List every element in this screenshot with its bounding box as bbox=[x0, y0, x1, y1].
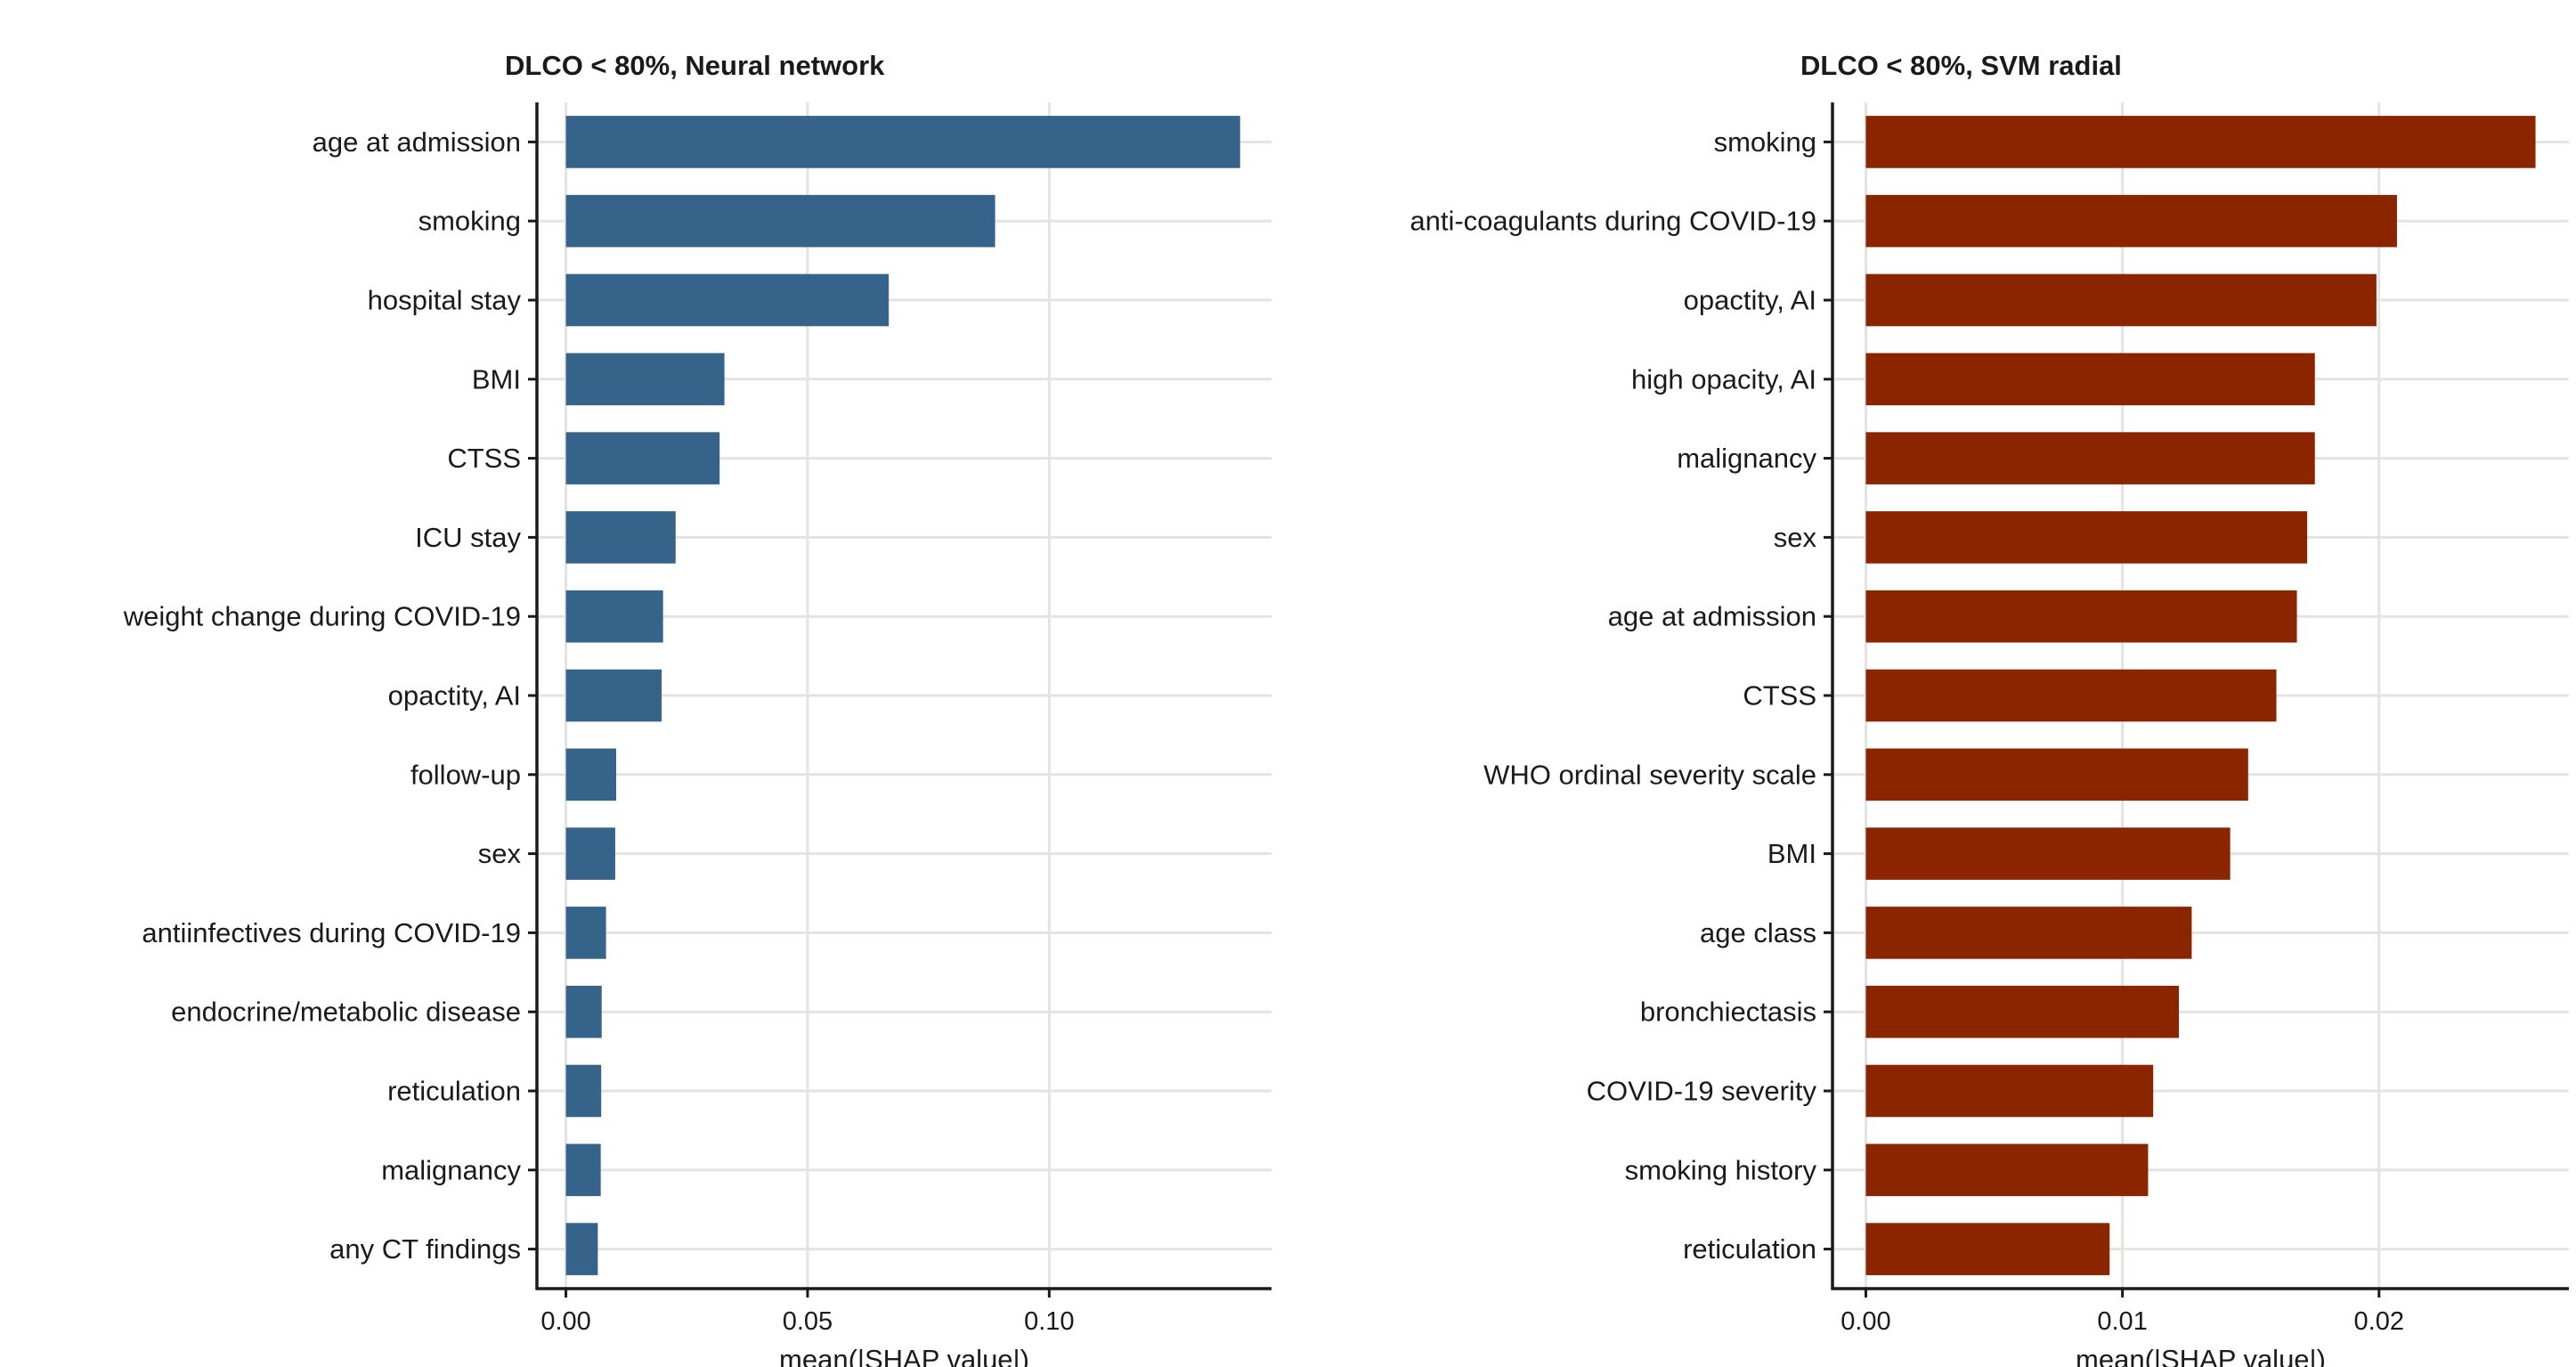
bar bbox=[565, 1143, 601, 1197]
category-label: reticulation bbox=[387, 1076, 521, 1107]
x-tick-label: 0.01 bbox=[2097, 1307, 2147, 1336]
category-label: COVID-19 severity bbox=[1587, 1076, 1817, 1107]
bar bbox=[1865, 273, 2377, 327]
bar bbox=[1865, 590, 2297, 643]
bar bbox=[1865, 116, 2536, 168]
x-axis-label: mean(|SHAP value|) bbox=[2076, 1344, 2326, 1367]
category-label: sex bbox=[1774, 522, 1817, 553]
bar bbox=[565, 432, 720, 484]
category-label: BMI bbox=[472, 363, 521, 395]
bar bbox=[1865, 194, 2397, 248]
panel-svm-radial: smoking anti-coagulants during COVID-19 op… bbox=[1410, 50, 2569, 1367]
bar bbox=[1865, 985, 2180, 1038]
x-tick-label: 0.10 bbox=[1024, 1307, 1074, 1336]
bar bbox=[1865, 907, 2192, 959]
bar bbox=[565, 748, 617, 801]
bar bbox=[565, 669, 662, 722]
category-label: high opacity, AI bbox=[1631, 363, 1816, 395]
category-label: hospital stay bbox=[368, 285, 522, 316]
category-label: malignancy bbox=[381, 1154, 521, 1185]
bar bbox=[1865, 1143, 2149, 1197]
x-tick-label: 0.00 bbox=[1841, 1307, 1890, 1336]
category-label: anti-coagulants during COVID-19 bbox=[1410, 206, 1816, 237]
x-tick-label: 0.00 bbox=[540, 1307, 590, 1336]
bar bbox=[565, 1064, 602, 1118]
bar bbox=[1865, 511, 2308, 564]
x-tick-label: 0.05 bbox=[783, 1307, 833, 1336]
category-label: smoking history bbox=[1625, 1154, 1817, 1185]
category-label: WHO ordinal severity scale bbox=[1483, 759, 1816, 790]
bar bbox=[1865, 1223, 2110, 1275]
panel-neural-network: age at admission smoking hospital stay BMI C… bbox=[123, 50, 1272, 1367]
bar bbox=[565, 116, 1240, 168]
category-label: ICU stay bbox=[415, 522, 521, 553]
category-label: malignancy bbox=[1677, 443, 1816, 474]
bar bbox=[1865, 669, 2277, 722]
bar bbox=[1865, 827, 2231, 880]
bar bbox=[1865, 748, 2248, 801]
category-label: opactity, AI bbox=[1684, 285, 1816, 316]
bar bbox=[565, 827, 615, 880]
category-label: age class bbox=[1700, 917, 1816, 948]
category-label: CTSS bbox=[447, 443, 521, 474]
bar bbox=[1865, 1064, 2154, 1118]
category-label: opactity, AI bbox=[388, 680, 521, 712]
category-label: age at admission bbox=[1608, 601, 1816, 632]
bar bbox=[565, 353, 725, 406]
category-label: bronchiectasis bbox=[1640, 997, 1816, 1028]
category-label: BMI bbox=[1767, 838, 1816, 869]
category-label: reticulation bbox=[1683, 1233, 1816, 1265]
category-label: smoking bbox=[418, 206, 521, 237]
x-tick-label: 0.02 bbox=[2354, 1307, 2404, 1336]
bar bbox=[1865, 432, 2315, 484]
bar bbox=[565, 511, 676, 564]
category-label: endocrine/metabolic disease bbox=[171, 997, 521, 1028]
bar bbox=[565, 985, 602, 1038]
category-label: age at admission bbox=[313, 126, 521, 158]
bar bbox=[565, 907, 606, 959]
category-label: sex bbox=[478, 838, 522, 869]
category-label: smoking bbox=[1714, 126, 1816, 158]
bar bbox=[1865, 353, 2315, 406]
x-axis-label: mean(|SHAP value|) bbox=[779, 1344, 1029, 1367]
bar bbox=[565, 194, 995, 248]
panel-title: DLCO < 80%, SVM radial bbox=[1800, 50, 2122, 81]
category-label: antiinfectives during COVID-19 bbox=[142, 917, 521, 948]
category-label: weight change during COVID-19 bbox=[123, 601, 521, 632]
category-label: follow-up bbox=[410, 759, 521, 790]
bar bbox=[565, 273, 890, 327]
panel-title: DLCO < 80%, Neural network bbox=[505, 50, 885, 81]
bar bbox=[565, 590, 663, 643]
bar bbox=[565, 1223, 598, 1275]
category-label: any CT findings bbox=[329, 1233, 521, 1265]
category-label: CTSS bbox=[1743, 680, 1816, 712]
